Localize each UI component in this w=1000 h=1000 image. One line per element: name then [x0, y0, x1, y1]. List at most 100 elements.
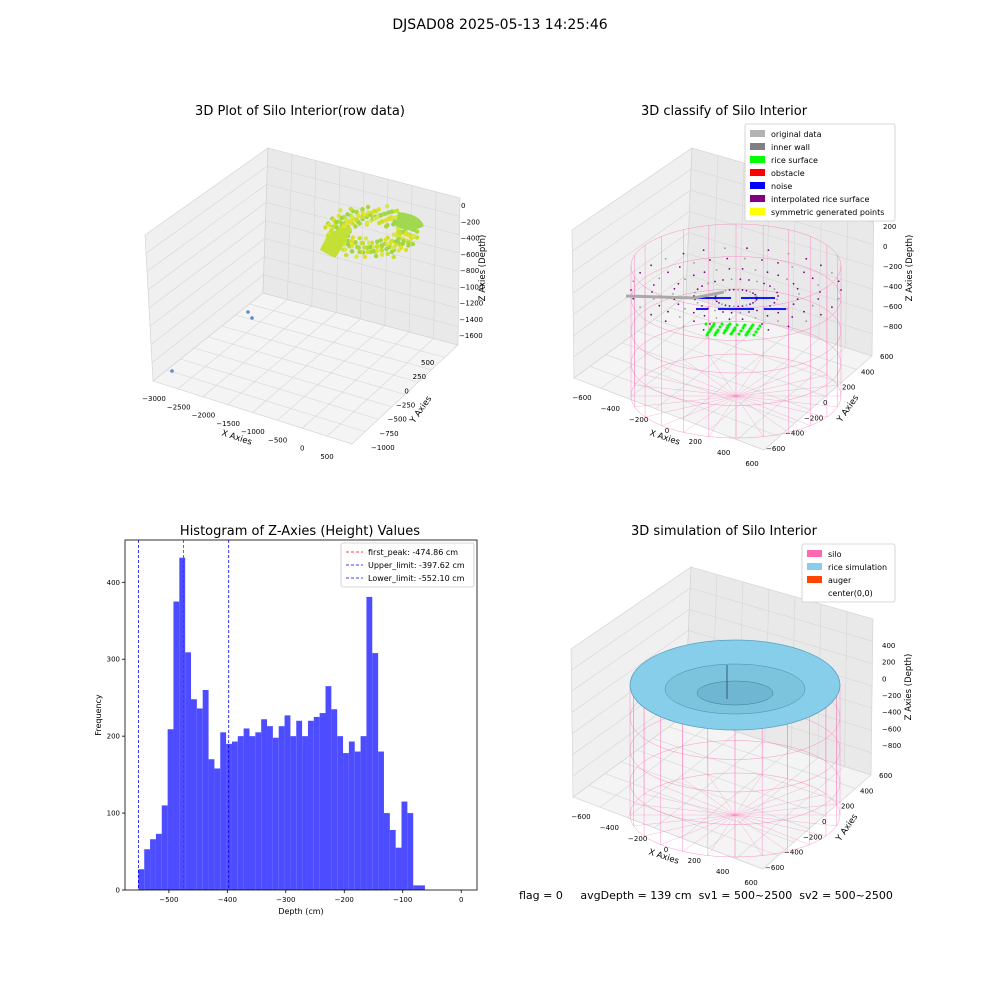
grid-line: [738, 162, 745, 314]
silo-floor-spoke: [682, 814, 736, 852]
interp-point: [696, 301, 699, 304]
panel2-legend-swatch: [750, 195, 765, 202]
cloud-point: [362, 254, 368, 259]
noise-point: [737, 307, 741, 311]
histogram-bar: [167, 729, 174, 890]
panel2-legend-label: interpolated rice surface: [771, 195, 869, 204]
y-tick-label: −400: [784, 849, 803, 857]
y-tick-label: 0: [404, 387, 408, 395]
grid-line: [571, 609, 690, 692]
noise-point: [718, 296, 722, 300]
silo-floor-spoke: [735, 395, 811, 426]
outlier-point: [246, 310, 250, 314]
interp-point: [677, 282, 680, 285]
noise-point: [716, 296, 720, 300]
interp-point: [682, 252, 685, 255]
cloud-point: [379, 248, 385, 253]
histogram-bar: [243, 728, 250, 890]
interp-point: [796, 287, 799, 290]
histogram-bar: [255, 732, 262, 890]
grid-line: [221, 325, 419, 383]
noise-point: [747, 307, 751, 311]
cloud-point: [389, 249, 394, 255]
silo-floor-spoke: [734, 814, 826, 837]
grid-line: [655, 321, 766, 410]
noise-point: [775, 307, 779, 311]
noise-point: [745, 307, 749, 311]
interp-point: [732, 305, 735, 308]
rice-surface-point: [747, 329, 751, 333]
silo-floor-spoke: [735, 355, 764, 397]
histogram-bar: [407, 813, 414, 890]
interp-point: [761, 323, 763, 325]
interp-point: [677, 303, 680, 306]
z-tick-label: −800: [883, 323, 902, 331]
histogram-legend-label: Upper_limit: -397.62 cm: [368, 561, 465, 570]
grid-line: [263, 274, 459, 327]
cloud-point: [365, 204, 371, 210]
interp-point: [693, 320, 695, 322]
interp-point: [777, 274, 780, 277]
grid-line: [709, 338, 820, 430]
silo-floor-spoke: [661, 395, 737, 426]
silo-floor-spoke: [645, 395, 737, 418]
x-tick-label: −2000: [192, 412, 216, 420]
histogram-bar: [267, 726, 273, 890]
grid-line: [599, 723, 712, 808]
noise-point: [695, 307, 699, 311]
interp-point: [796, 298, 799, 301]
noise-point: [763, 307, 767, 311]
silo-floor-spoke: [735, 395, 764, 437]
x-tick-label: −1000: [241, 428, 265, 436]
interp-point: [702, 329, 705, 331]
cloud-point: [396, 229, 401, 235]
rice-cone-inner: [696, 680, 774, 706]
rice-surface-point: [751, 323, 755, 327]
interp-point: [701, 285, 703, 287]
cloud-point: [379, 219, 384, 224]
interp-point: [767, 329, 770, 331]
noise-point: [758, 296, 762, 300]
z-tick-label: −200: [883, 263, 902, 271]
interp-point: [667, 310, 669, 313]
y-axis-label: Y Axies: [834, 812, 861, 844]
interp-point: [769, 305, 771, 307]
silo-floor-spoke: [735, 359, 789, 397]
y-axis-label: Frequency: [94, 694, 103, 736]
interp-point: [819, 291, 821, 293]
interp-point: [715, 269, 718, 271]
interp-point: [728, 289, 731, 291]
y-tick-label: −200: [804, 414, 823, 422]
interp-point: [652, 298, 655, 300]
interp-point: [820, 313, 822, 316]
silo-floor-spoke: [734, 814, 763, 856]
histogram-bar: [144, 849, 151, 890]
noise-point: [767, 307, 771, 311]
panel2-legend-label: noise: [771, 182, 792, 191]
interp-point: [831, 306, 833, 308]
x-tick-label: −400: [218, 896, 237, 904]
cloud-point: [353, 224, 358, 229]
rice-surface-point: [752, 333, 756, 337]
histogram-bar: [191, 699, 197, 890]
rice-surface-point: [722, 331, 726, 335]
noise-point: [705, 307, 709, 311]
cloud-point: [414, 229, 420, 234]
cloud-point: [384, 246, 389, 252]
cloud-point: [410, 241, 416, 247]
cloud-point: [343, 217, 349, 223]
silo-floor-spoke: [734, 814, 788, 852]
x-tick-label: −500: [159, 896, 178, 904]
noise-point: [781, 307, 785, 311]
cloud-point: [345, 242, 351, 247]
noise-point: [746, 296, 750, 300]
interp-point: [728, 305, 731, 307]
silo-wireframe: [630, 223, 842, 439]
y-tick-label: −750: [379, 430, 398, 438]
grid-line: [708, 757, 819, 849]
silo-floor-spoke: [708, 355, 737, 397]
interp-point: [755, 295, 758, 298]
grid-line: [149, 238, 266, 327]
grid-line: [145, 165, 268, 254]
rice-surface-point: [715, 330, 719, 334]
